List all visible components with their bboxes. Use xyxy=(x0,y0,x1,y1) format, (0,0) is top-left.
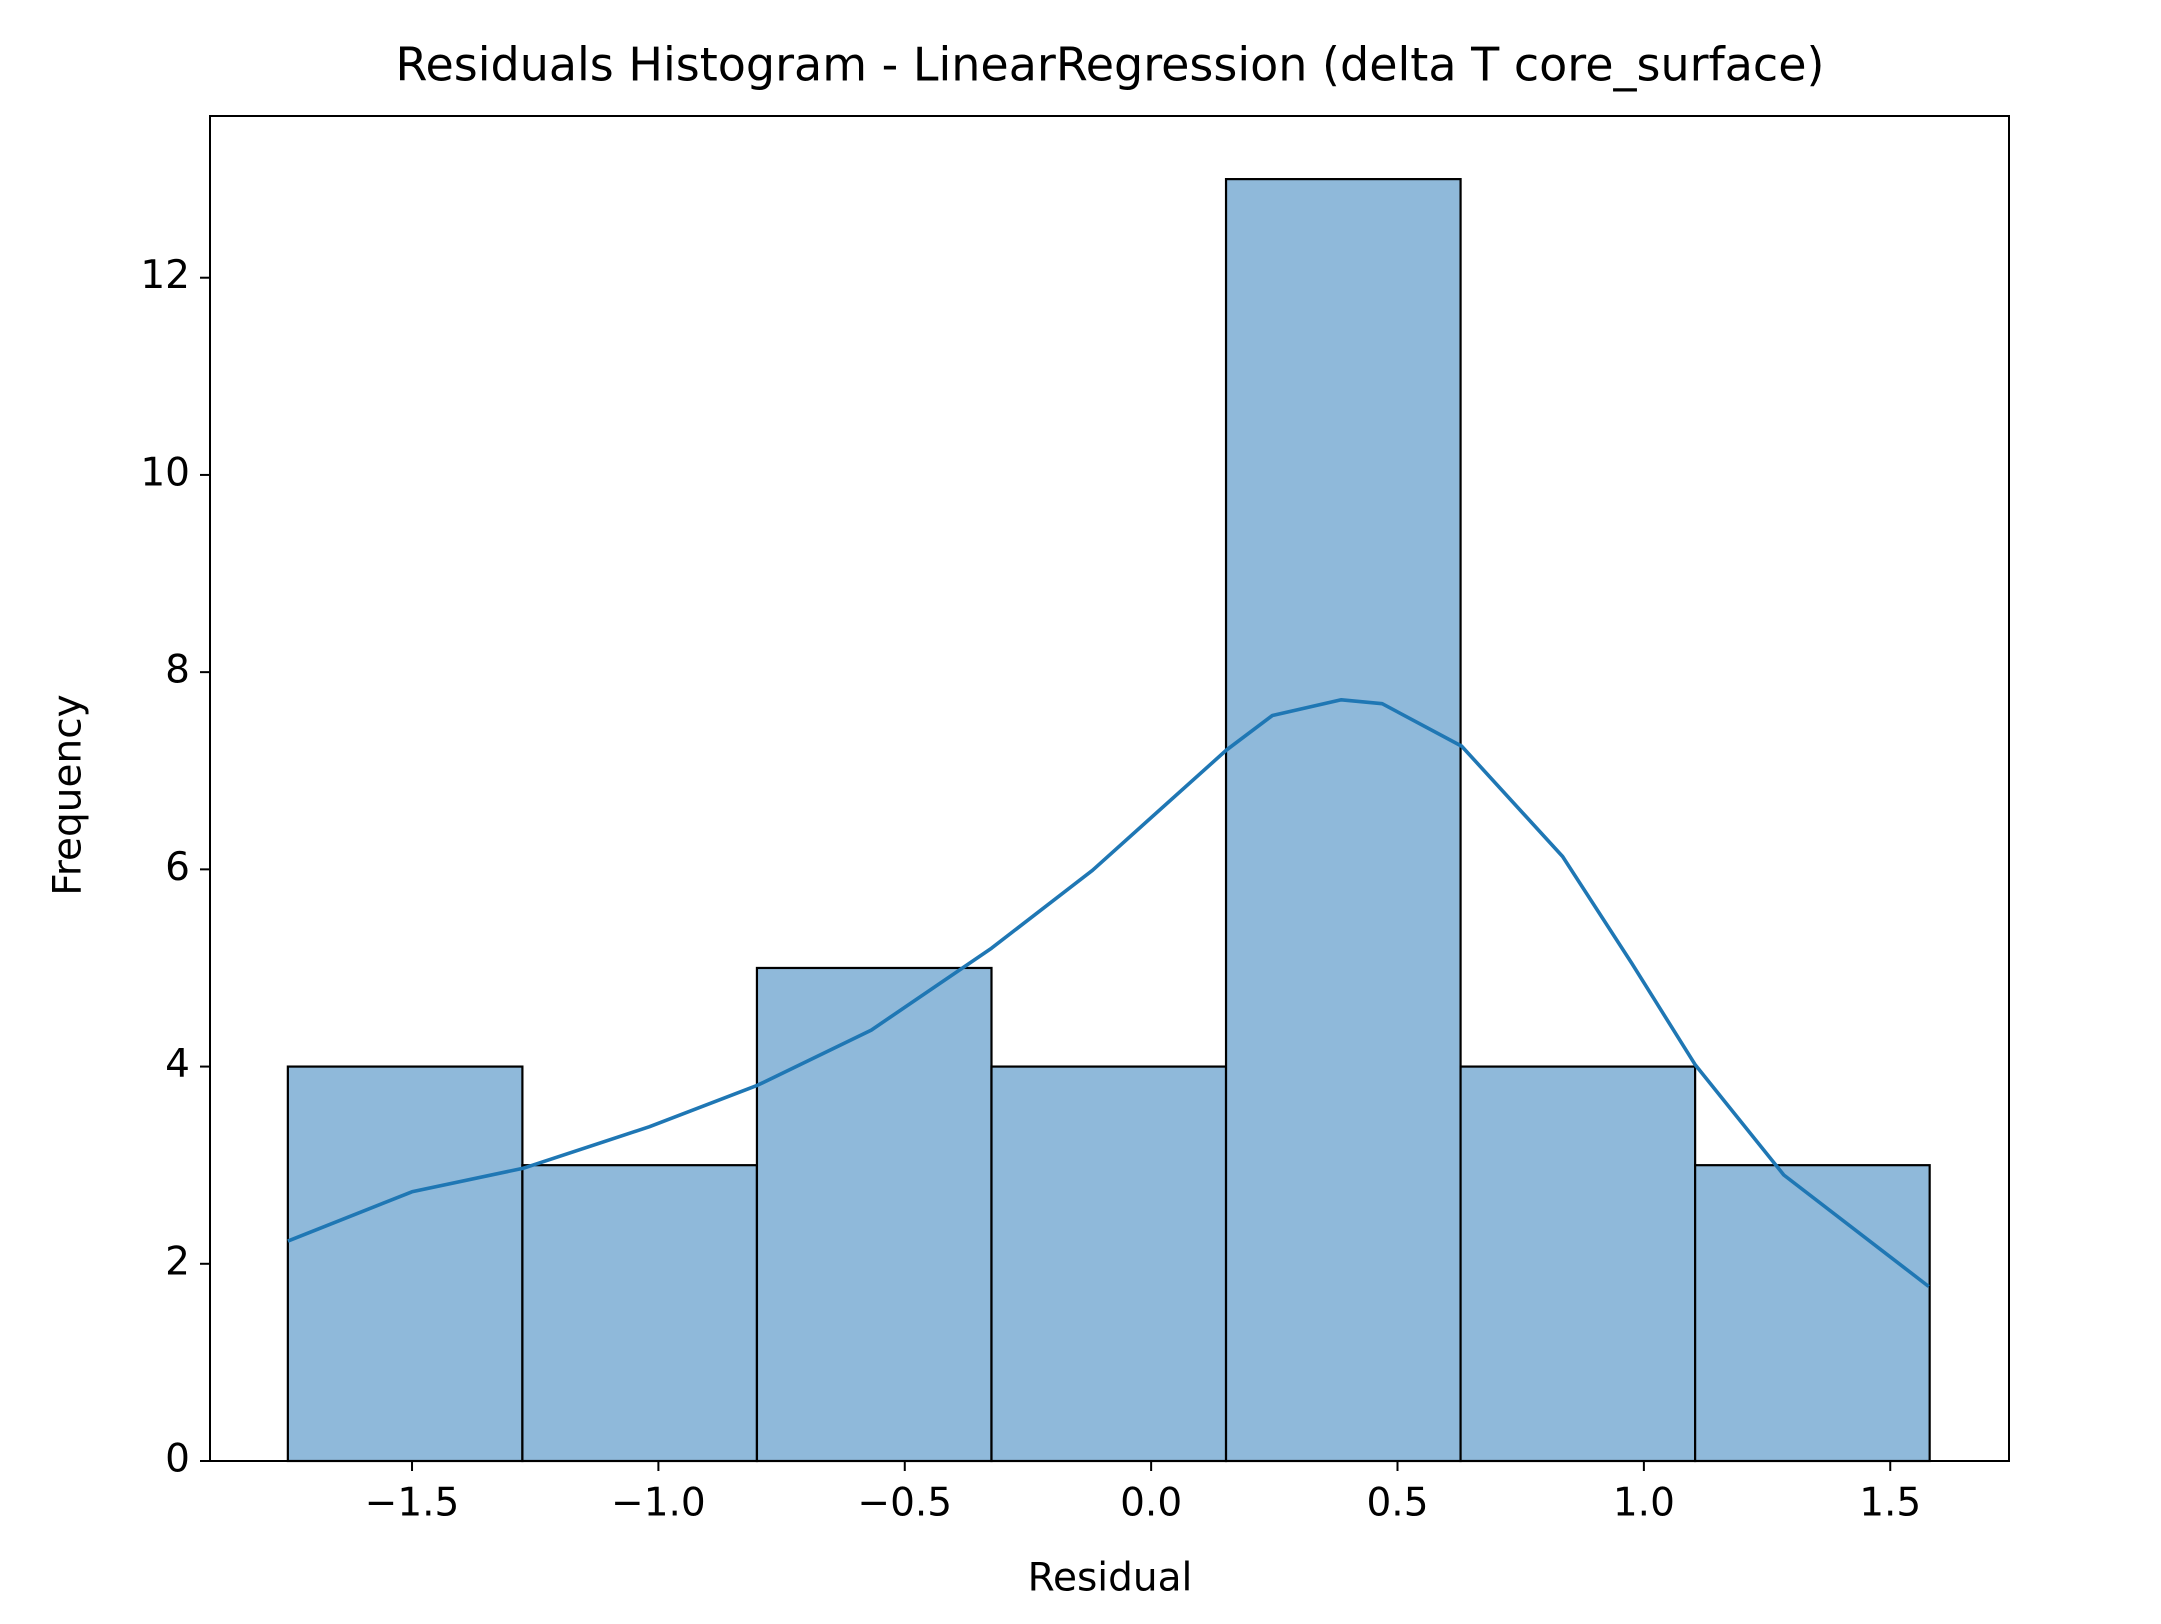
plot-frame xyxy=(209,115,2010,1462)
x-tick-label: 0.5 xyxy=(1366,1481,1428,1526)
x-axis-label: Residual xyxy=(1028,1556,1193,1601)
bar xyxy=(1224,178,1462,1463)
y-tick-label: 0 xyxy=(165,1437,190,1482)
y-tick-label: 4 xyxy=(165,1042,190,1087)
y-tick-label: 10 xyxy=(140,450,190,495)
x-tick-label: 0.0 xyxy=(1120,1481,1182,1526)
x-tick-label: 1.0 xyxy=(1613,1481,1675,1526)
bar xyxy=(990,1065,1228,1463)
kde-line xyxy=(287,698,1930,1288)
bar xyxy=(1459,1065,1697,1463)
x-tick-label: −1.0 xyxy=(611,1481,706,1526)
bar xyxy=(521,1164,759,1463)
y-axis-label: Frequency xyxy=(46,694,91,895)
chart-title: Residuals Histogram - LinearRegression (… xyxy=(396,38,1825,92)
x-tick-label: −0.5 xyxy=(857,1481,952,1526)
bar xyxy=(286,1065,524,1463)
bar xyxy=(1694,1164,1931,1463)
y-tick-label: 6 xyxy=(165,845,190,890)
y-tick-label: 2 xyxy=(165,1239,190,1284)
y-tick-label: 8 xyxy=(165,648,190,693)
bar xyxy=(755,966,993,1463)
x-tick-label: −1.5 xyxy=(365,1481,460,1526)
y-tick-label: 12 xyxy=(140,253,190,298)
x-tick-label: 1.5 xyxy=(1859,1481,1921,1526)
